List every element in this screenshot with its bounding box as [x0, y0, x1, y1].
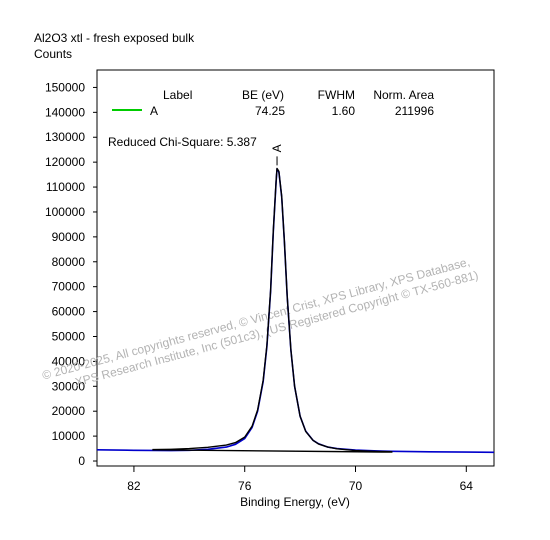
series-envelope-line — [152, 167, 393, 453]
y-tick-label: 20000 — [52, 404, 86, 418]
x-tick-label: 64 — [460, 479, 474, 493]
y-tick-label: 100000 — [45, 205, 85, 219]
y-tick-label: 10000 — [52, 429, 86, 443]
y-tick-label: 150000 — [45, 80, 85, 94]
peak-marker-label: A — [270, 144, 284, 152]
legend-header-be: BE (eV) — [242, 88, 284, 102]
y-tick-label: 90000 — [52, 230, 86, 244]
y-tick-label: 110000 — [46, 180, 85, 194]
series-group — [96, 167, 495, 454]
y-axis-label: Counts — [34, 47, 73, 61]
y-tick-label: 140000 — [45, 105, 85, 119]
y-tick-label: 0 — [78, 454, 85, 468]
x-tick-label: 82 — [127, 479, 141, 493]
watermark-line-1: © 2020-2025, All copyrights reserved, © … — [41, 255, 472, 383]
legend-header-fwhm: FWHM — [318, 88, 355, 102]
x-tick-label: 76 — [238, 479, 252, 493]
legend: Label BE (eV) FWHM Norm. Area A 74.25 1.… — [112, 88, 434, 118]
legend-header-area: Norm. Area — [373, 88, 434, 102]
y-tick-label: 70000 — [52, 280, 86, 294]
peak-marker: A — [270, 144, 284, 166]
legend-row-a-fwhm: 1.60 — [332, 104, 356, 118]
chart-title: Al2O3 xtl - fresh exposed bulk — [34, 31, 195, 45]
y-tick-label: 60000 — [52, 305, 86, 319]
y-tick-label: 50000 — [52, 329, 86, 343]
y-tick-label: 120000 — [45, 155, 85, 169]
legend-row-a-area: 211996 — [395, 104, 434, 118]
x-axis-label: Binding Energy, (eV) — [240, 495, 350, 509]
watermark-line-2: XPS Research Institute, Inc (501c3), (US… — [74, 268, 480, 389]
legend-header-label: Label — [163, 88, 192, 102]
y-tick-label: 130000 — [45, 130, 85, 144]
plot-frame — [96, 69, 495, 467]
x-axis-ticks: 82 76 70 64 — [127, 466, 473, 493]
y-tick-label: 40000 — [52, 354, 86, 368]
x-tick-label: 70 — [349, 479, 363, 493]
watermark: © 2020-2025, All copyrights reserved, © … — [41, 255, 480, 390]
chi-square-annotation: Reduced Chi-Square: 5.387 — [108, 135, 257, 149]
legend-row-a-label: A — [150, 104, 158, 118]
series-background-line — [152, 449, 393, 453]
y-tick-label: 80000 — [52, 255, 86, 269]
legend-row-a-be: 74.25 — [255, 104, 285, 118]
y-tick-label: 30000 — [52, 379, 86, 393]
y-axis-ticks: 0 10000 20000 30000 40000 50000 60000 70000 8000… — [45, 80, 97, 468]
